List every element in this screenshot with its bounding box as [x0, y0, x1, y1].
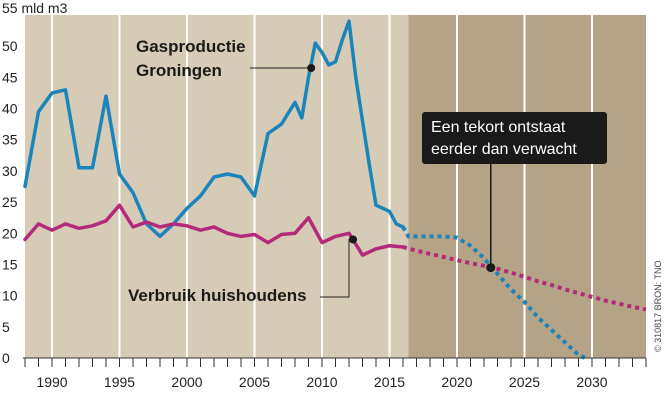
series-layer	[23, 19, 647, 360]
y-tick-label: 15	[2, 256, 18, 272]
x-tick-label: 2015	[374, 374, 405, 390]
y-tick-label: 50	[2, 38, 18, 54]
x-tick-label: 2000	[171, 374, 202, 390]
y-tick-label: 0	[2, 350, 10, 366]
y-axis-unit-label: 55 mld m3	[2, 0, 68, 16]
gas-label-line: Groningen	[136, 61, 222, 80]
x-tick-label: 2020	[441, 374, 472, 390]
x-tick-label: 2025	[509, 374, 540, 390]
gasproductie-groningen-line	[23, 19, 405, 239]
background-layer	[25, 15, 646, 358]
annotation-layer: Gasproductie Groningen Verbruik huishouden…	[128, 37, 663, 352]
y-tick-label: 35	[2, 132, 18, 148]
y-tick-label: 30	[2, 163, 18, 179]
x-tick-label: 2010	[306, 374, 337, 390]
y-tick-label: 45	[2, 69, 18, 85]
y-tick-label: 40	[2, 101, 18, 117]
verbruik-label: Verbruik huishoudens	[128, 286, 307, 305]
forecast-band	[408, 15, 646, 358]
y-tick-label: 25	[2, 194, 18, 210]
source-note: © 310817 BRON: TNO	[653, 260, 663, 352]
tekort-marker-dot	[486, 263, 496, 273]
grid-layer	[51, 15, 593, 358]
y-tick-label: 10	[2, 288, 18, 304]
verbruik-marker-dot	[349, 235, 358, 244]
verbruik-huishoudens-line	[23, 203, 405, 257]
gas-label-line: Gasproductie	[136, 37, 246, 56]
gas-marker-dot	[307, 64, 316, 73]
gasproductie-groningen-forecast-line	[401, 226, 587, 360]
tekort-callout-text: Een tekort ontstaat	[431, 119, 566, 136]
x-tick-label: 1995	[104, 374, 135, 390]
tekort-callout-text: eerder dan verwacht	[431, 141, 577, 158]
y-tick-label: 20	[2, 225, 18, 241]
tekort-callout-box	[422, 112, 607, 164]
verbruik-huishoudens-forecast-line	[402, 245, 647, 312]
x-tick-label: 2005	[239, 374, 270, 390]
x-tick-label: 1990	[36, 374, 67, 390]
y-tick-label: 5	[2, 319, 10, 335]
x-tick-label: 2030	[576, 374, 607, 390]
history-band	[25, 15, 409, 358]
